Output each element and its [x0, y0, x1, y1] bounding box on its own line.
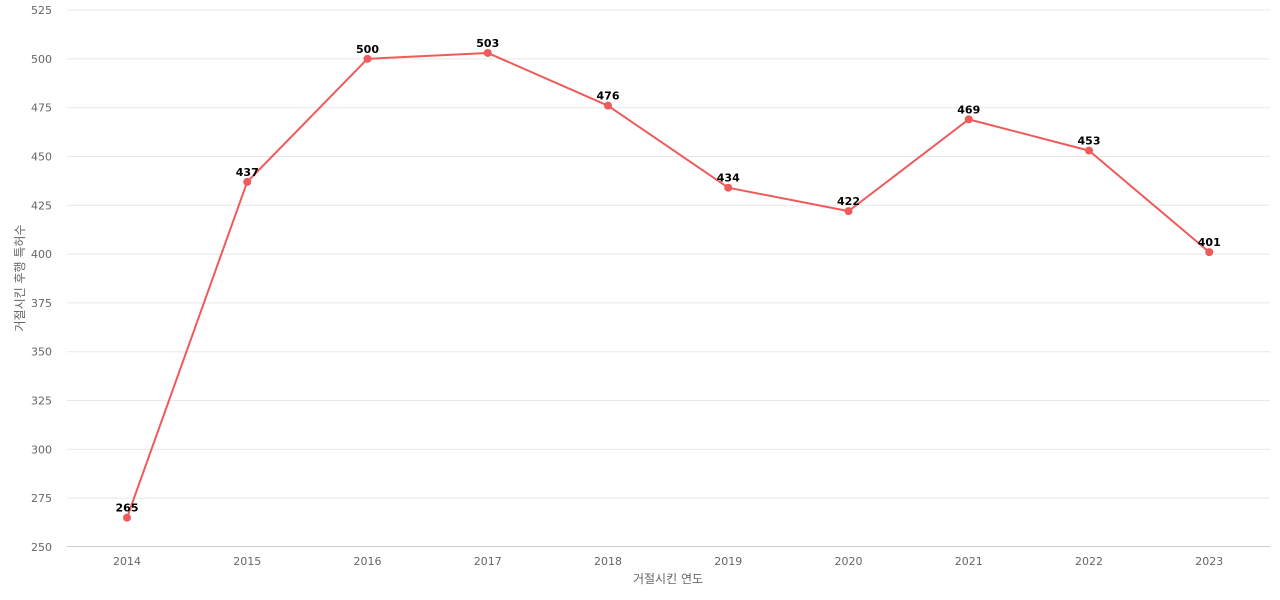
data-point [724, 183, 733, 192]
data-point [604, 101, 612, 110]
series-line [126, 51, 1210, 519]
data-labels: 265 437 500 503 476 434 422 469 453 401 [116, 37, 1221, 515]
data-point [483, 48, 492, 57]
x-tick-label: 2016 [354, 555, 382, 568]
data-point [844, 207, 853, 216]
data-point [363, 54, 372, 63]
data-label: 434 [717, 172, 740, 185]
x-tick-label: 2022 [1075, 555, 1103, 568]
y-tick-label: 350 [31, 346, 52, 359]
y-tick-label: 250 [31, 541, 52, 554]
data-label: 476 [597, 90, 620, 103]
y-axis-ticks: 250 275 300 325 350 375 400 425 450 475 500 525 [31, 4, 52, 554]
x-tick-label: 2020 [835, 555, 863, 568]
data-label: 469 [957, 103, 980, 116]
data-label: 500 [356, 43, 379, 56]
y-tick-label: 425 [31, 199, 52, 212]
data-label: 503 [476, 37, 499, 50]
grid [67, 9, 1270, 499]
x-tick-label: 2018 [594, 555, 622, 568]
y-tick-label: 275 [31, 492, 52, 505]
y-tick-label: 500 [31, 53, 52, 66]
y-tick-label: 375 [31, 297, 52, 310]
data-label: 401 [1198, 236, 1221, 249]
data-label: 422 [837, 195, 860, 208]
y-tick-label: 525 [31, 4, 52, 17]
x-axis-ticks: 2014 2015 2016 2017 2018 2019 2020 2021 2022 2023 [113, 555, 1223, 568]
y-tick-label: 300 [31, 443, 52, 456]
data-label: 437 [236, 166, 259, 179]
data-label: 265 [116, 502, 139, 515]
data-point [243, 177, 252, 186]
x-tick-label: 2017 [474, 555, 502, 568]
series-group [123, 48, 1214, 522]
x-axis-title: 거절시킨 연도 [633, 572, 703, 586]
data-label: 453 [1078, 135, 1101, 148]
data-point [1205, 248, 1214, 257]
y-tick-label: 475 [31, 102, 52, 115]
data-point [1085, 146, 1093, 155]
x-tick-label: 2015 [233, 555, 261, 568]
x-tick-label: 2014 [113, 555, 141, 568]
y-tick-label: 400 [31, 248, 52, 261]
data-point [964, 115, 973, 124]
y-tick-label: 450 [31, 150, 52, 163]
y-tick-label: 325 [31, 395, 52, 408]
y-axis-title: 거절시킨 후행 특허수 [12, 225, 27, 332]
x-tick-label: 2019 [714, 555, 742, 568]
x-tick-label: 2021 [955, 555, 983, 568]
x-tick-label: 2023 [1195, 555, 1223, 568]
data-point [123, 513, 131, 522]
